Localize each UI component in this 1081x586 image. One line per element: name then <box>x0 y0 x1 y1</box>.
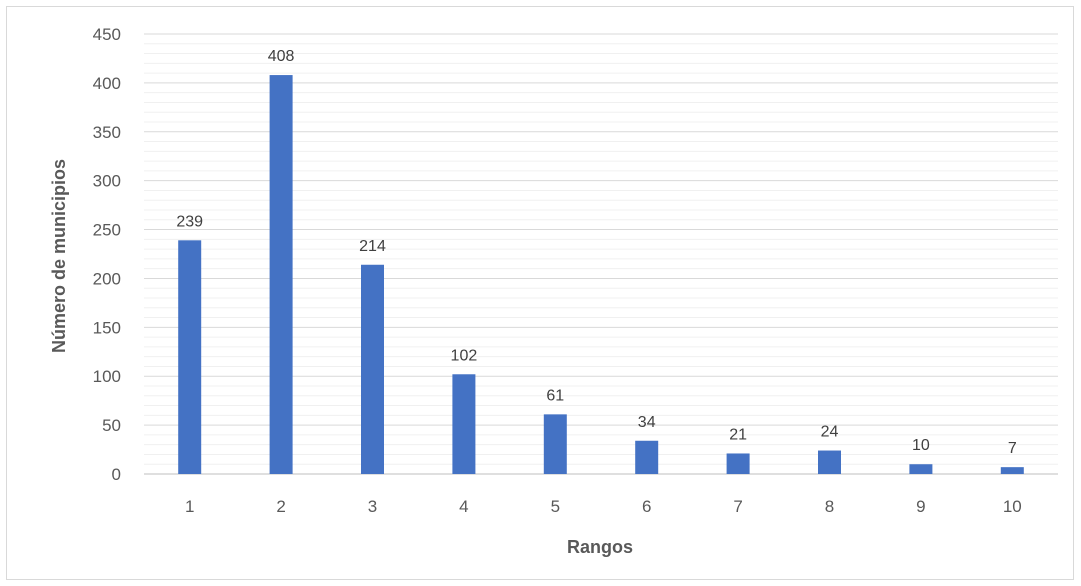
y-tick-label: 450 <box>93 25 121 44</box>
y-tick-label: 0 <box>112 465 121 484</box>
y-tick-label: 400 <box>93 74 121 93</box>
y-tick-label: 200 <box>93 269 121 288</box>
bar <box>909 464 933 474</box>
y-tick-label: 300 <box>93 172 121 191</box>
y-tick-label: 350 <box>93 123 121 142</box>
x-tick-label: 10 <box>1003 497 1022 516</box>
data-label: 7 <box>1008 440 1017 457</box>
y-tick-label: 250 <box>93 221 121 240</box>
data-label: 10 <box>912 437 930 454</box>
x-tick-label: 9 <box>916 497 925 516</box>
x-tick-label: 4 <box>459 497 468 516</box>
bar <box>269 75 293 475</box>
bar <box>452 374 476 474</box>
gridlines <box>144 33 1058 475</box>
y-tick-label: 100 <box>93 367 121 386</box>
x-tick-labels: 1 2 3 4 5 6 7 8 9 10 <box>185 497 1022 516</box>
bar <box>361 264 384 474</box>
data-label: 408 <box>268 48 295 65</box>
bar <box>178 240 202 474</box>
bar <box>726 453 750 474</box>
data-label: 239 <box>176 213 203 230</box>
x-tick-label: 6 <box>642 497 651 516</box>
y-tick-label: 50 <box>102 416 121 435</box>
bars <box>178 75 1024 475</box>
x-tick-label: 8 <box>825 497 834 516</box>
bar <box>1000 467 1024 474</box>
x-tick-label: 7 <box>733 497 742 516</box>
data-label: 21 <box>729 426 747 443</box>
bar <box>635 440 659 474</box>
data-label: 61 <box>546 387 564 404</box>
data-labels: 239 408 214 102 61 34 21 24 10 7 <box>176 48 1016 457</box>
x-axis-title: Rangos <box>567 537 633 557</box>
x-tick-label: 2 <box>276 497 285 516</box>
y-axis-title: Número de municipios <box>49 159 69 353</box>
data-label: 214 <box>359 238 386 255</box>
x-tick-label: 3 <box>368 497 377 516</box>
y-tick-label: 150 <box>93 318 121 337</box>
x-tick-label: 5 <box>551 497 560 516</box>
bar <box>543 414 567 474</box>
x-tick-label: 1 <box>185 497 194 516</box>
data-label: 102 <box>451 347 478 364</box>
y-tick-labels: 0 50 100 150 200 250 300 350 400 450 <box>93 25 121 484</box>
data-label: 34 <box>638 414 656 431</box>
data-label: 24 <box>821 424 839 441</box>
bar <box>818 450 841 474</box>
